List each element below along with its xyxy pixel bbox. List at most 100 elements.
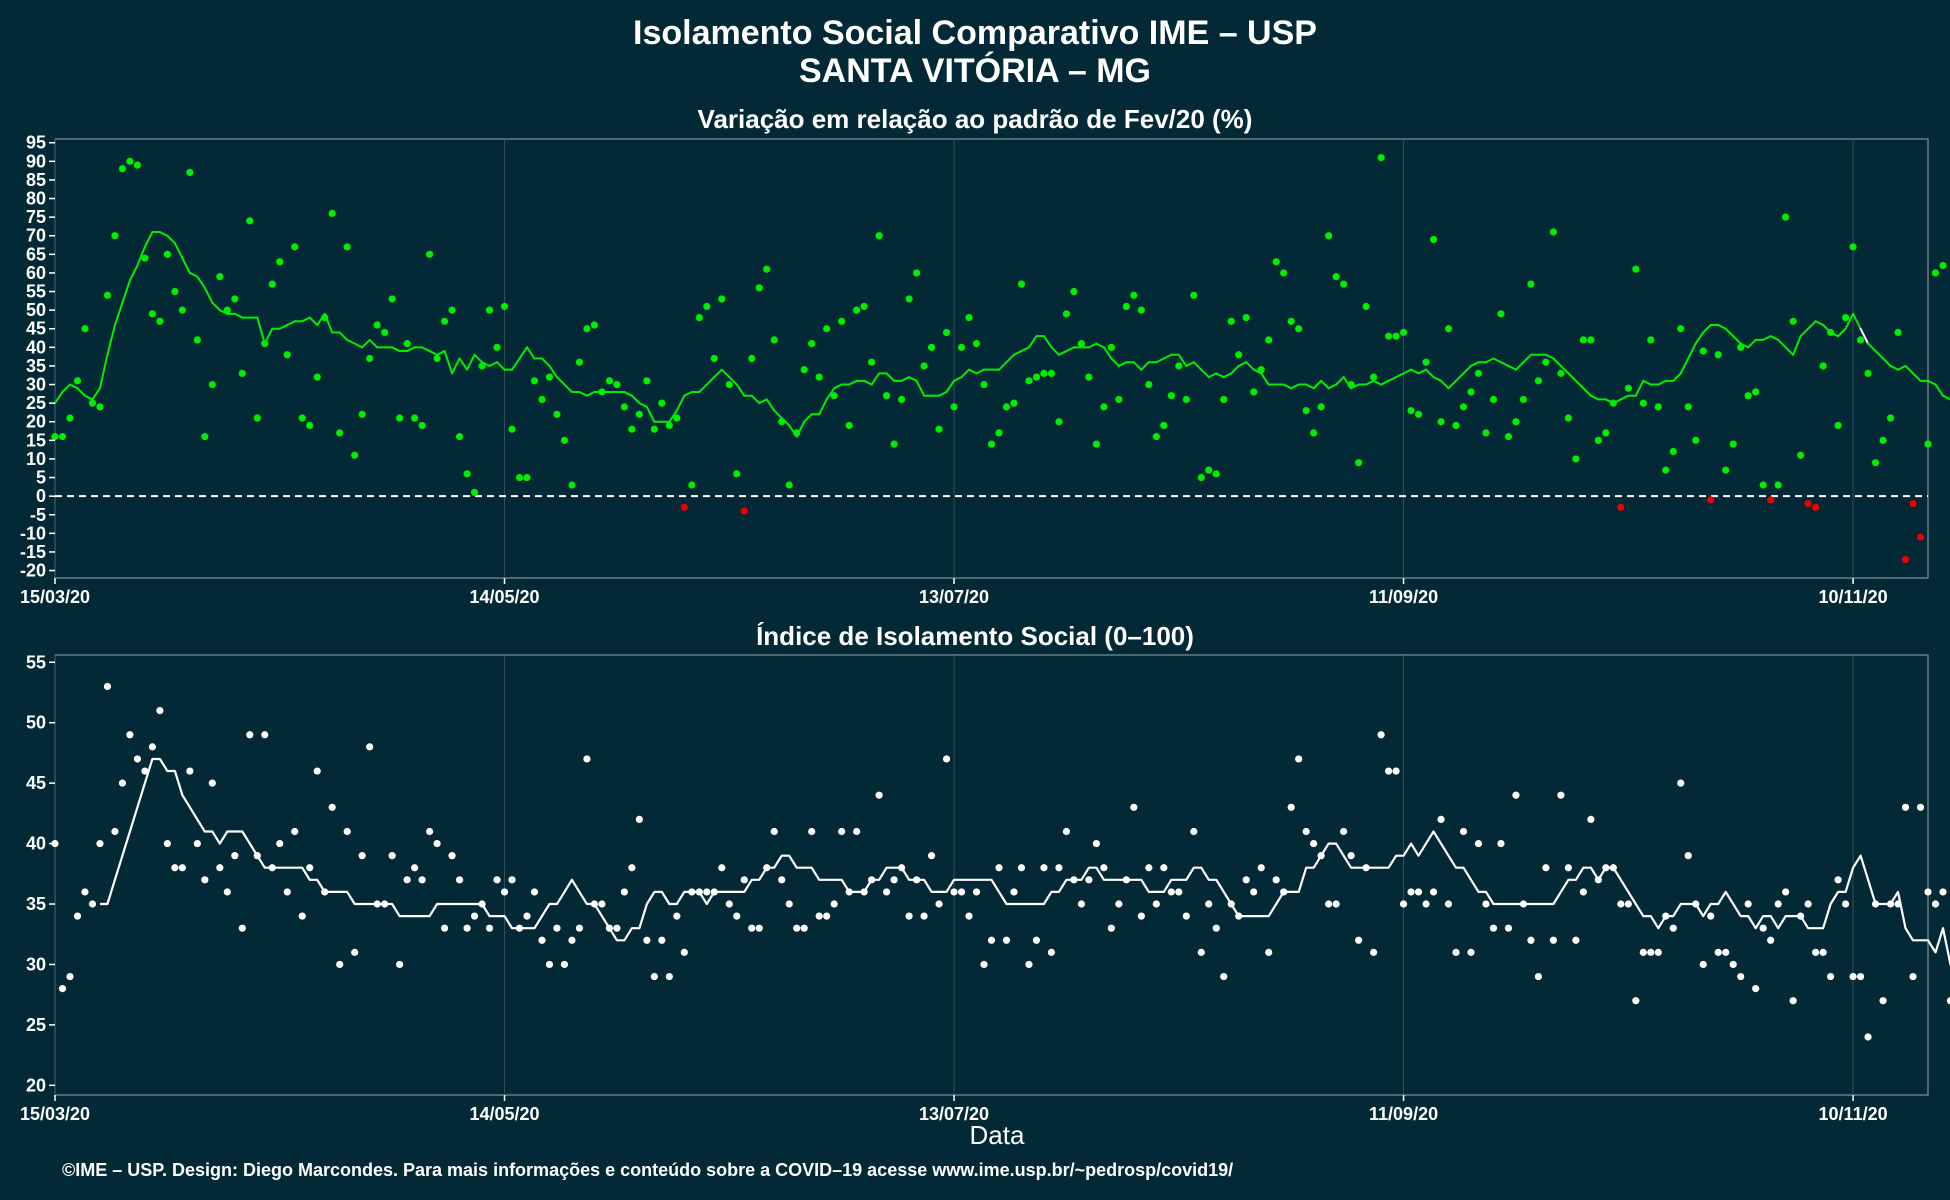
variation-point [276,258,284,266]
index-point [1647,948,1655,956]
index-point [748,924,756,932]
variation-point [1205,466,1213,474]
index-point [1272,876,1280,884]
index-y-ticks: 20 25 30 35 40 45 50 55 [26,652,55,1095]
index-point [193,839,201,848]
variation-point [208,380,216,389]
variation-point [478,362,486,370]
variation-ma-segment [645,405,656,423]
variation-point [815,373,823,381]
variation-point [1220,395,1228,404]
index-point [1662,912,1670,920]
index-point [231,852,239,860]
variation-point [178,306,186,314]
variation-point [396,414,404,422]
index-point [935,900,943,908]
variation-ma-segment [1799,327,1810,338]
variation-point [1856,336,1865,344]
index-point [1414,888,1423,896]
variation-point [216,273,224,281]
variation-ma-segment [106,324,116,356]
variation-ma-segment [1110,357,1120,367]
variation-ma-segment [915,379,926,397]
index-point [1827,972,1835,981]
variation-ma-segment [458,357,469,371]
variation-point [853,306,861,314]
y-tick-label: 35 [26,356,46,376]
y-tick-label: 50 [26,713,46,733]
variation-ma-segment [181,257,191,274]
variation-ma-segment [1282,383,1293,390]
variation-point [1070,287,1078,296]
variation-point [1197,473,1205,482]
variation-point [838,317,846,325]
variation-ma-segment [1050,346,1060,356]
index-point [366,743,374,751]
index-point [88,900,97,908]
index-point [785,900,793,908]
index-point [1617,900,1625,908]
variation-point [448,306,456,314]
variation-point [246,217,254,225]
index-point [815,912,823,920]
y-tick-label: 5 [36,468,46,488]
index-point [1782,888,1790,896]
variation-ma-segment [1874,350,1885,360]
variation-ma-segment [1619,394,1630,401]
variation-point [1392,332,1400,340]
index-point [1429,888,1438,896]
index-point [1392,767,1400,775]
variation-point [935,425,943,433]
index-point [950,888,958,896]
index-point [1916,803,1925,811]
variation-ma-segment [1042,335,1053,349]
variation-ma-segment [286,320,296,327]
index-point [605,924,614,932]
variation-point [575,358,584,366]
index-point [253,852,261,860]
variation-point [298,414,306,422]
variation-point [1100,403,1108,411]
variation-ma-segment [563,383,573,393]
index-point [1856,972,1865,981]
index-point [1422,900,1430,908]
index-point [845,888,853,896]
variation-point [223,306,231,314]
variation-point [1729,440,1737,448]
variation-point [650,425,658,433]
variation-point [1886,414,1895,422]
index-point [201,876,209,884]
variation-ma-segment [1327,383,1338,390]
variation-ma-segment [675,394,686,412]
y-tick-label: 50 [26,300,46,320]
variation-ma-segment [233,312,244,319]
variation-ma-segment [525,346,536,360]
variation-ma-segment [1380,379,1390,386]
variation-point [1235,351,1243,359]
variation-point [1280,269,1288,277]
variation-ma-segment [750,394,761,405]
index-point [1797,912,1805,920]
index-point [328,803,336,811]
variation-ma-segment [668,409,678,423]
variation-ma-segment [1432,376,1443,382]
index-point [485,924,494,932]
variation-ma-segment [196,275,206,289]
index-point [126,731,134,739]
index-point [1017,864,1026,872]
index-point [875,791,883,799]
variation-ma-segment [1747,338,1757,349]
index-point [148,743,156,751]
variation-point [1444,325,1453,333]
y-tick-label: -20 [20,561,46,581]
variation-point [1242,313,1250,322]
variation-point [1437,418,1445,426]
index-moving-average [100,757,1950,966]
variation-ma-segment [803,413,813,423]
variation-point [321,313,329,322]
index-point [1242,876,1250,884]
variation-point [635,410,643,418]
index-points [51,682,1950,1041]
y-tick-label: 85 [26,170,46,190]
variation-point [590,321,599,329]
